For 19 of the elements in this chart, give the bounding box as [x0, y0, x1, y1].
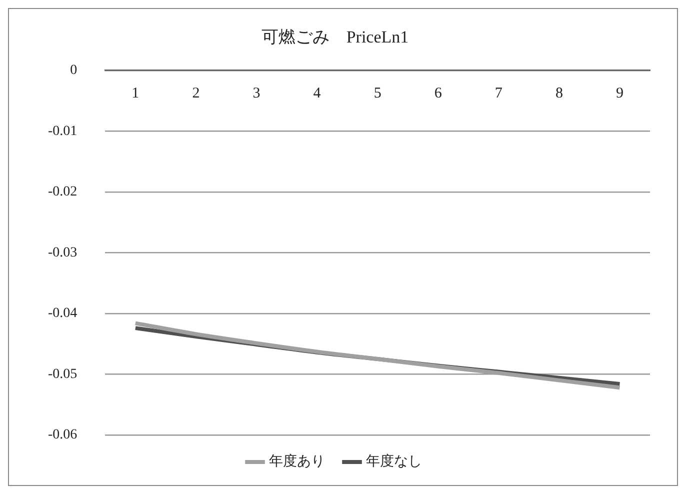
legend-label: 年度あり	[269, 454, 325, 470]
y-tick-label: 0	[70, 63, 78, 78]
x-tick-label: 7	[494, 85, 503, 102]
x-tick-label: 2	[192, 85, 200, 102]
y-tick-label: -0.05	[48, 366, 78, 382]
chart-title: 可燃ごみ PriceLn1	[261, 28, 409, 47]
x-tick-label: 1	[132, 85, 140, 102]
y-tick-label: -0.03	[48, 245, 78, 260]
x-tick-label: 8	[555, 85, 563, 102]
x-tick-label: 6	[434, 85, 442, 102]
y-tick-label: -0.04	[48, 306, 78, 322]
legend-label: 年度なし	[366, 454, 422, 470]
y-tick-label: -0.02	[48, 184, 78, 200]
x-tick-label: 3	[252, 85, 260, 102]
x-tick-label: 9	[616, 85, 624, 102]
x-tick-label: 5	[374, 85, 382, 102]
y-tick-label: -0.06	[48, 428, 78, 443]
y-tick-label: -0.01	[48, 124, 78, 139]
x-tick-label: 4	[313, 85, 322, 102]
